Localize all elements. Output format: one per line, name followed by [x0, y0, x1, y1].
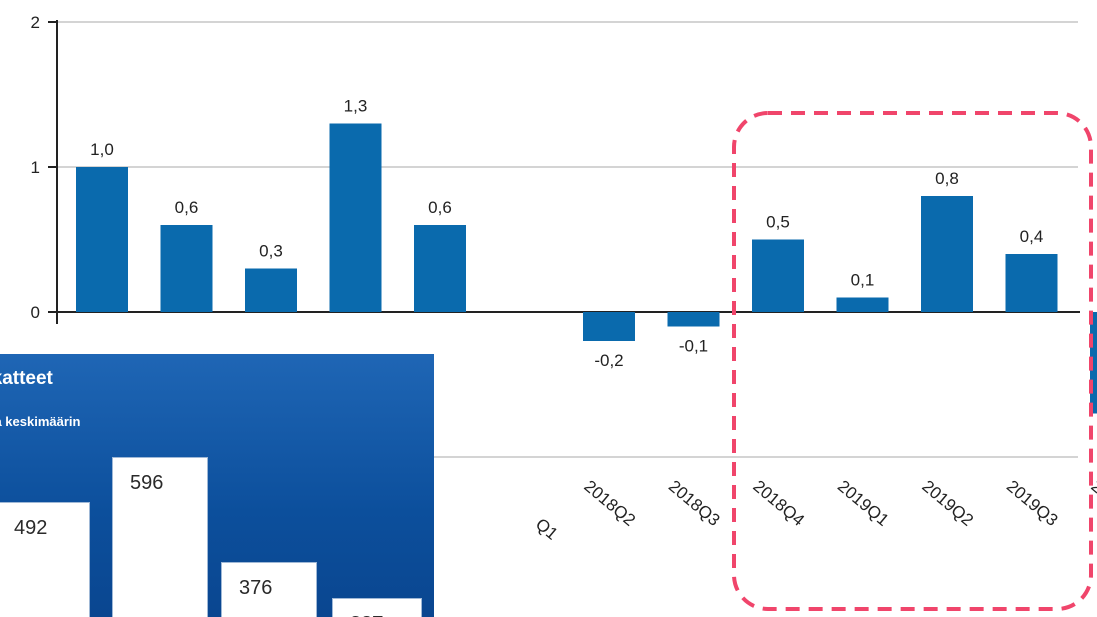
x-tick-label: 2019Q3 [1003, 477, 1062, 530]
inset-subtitle: men kunnissa keskimäärin [0, 414, 81, 429]
x-tick-label: 2019Q2 [918, 477, 977, 530]
inset-chart: vuosikatteet men kunnissa keskimäärin 49… [0, 354, 434, 617]
y-tick-label: 1 [31, 158, 40, 177]
inset-bar-value-label: 492 [14, 517, 48, 539]
bar-value-label: -0,1 [679, 337, 708, 356]
bar-value-label: 0,6 [428, 198, 452, 217]
x-tick-label: 2019Q1 [834, 477, 893, 530]
inset-bar-value-label: 327 [350, 613, 383, 617]
bar-value-label: 1,0 [90, 140, 114, 159]
bar-value-label: 0,5 [766, 213, 790, 232]
axes: 0 1 2 [31, 13, 1080, 324]
inset-bar [221, 562, 317, 617]
data-labels: 1,00,60,31,30,6-0,2-0,10,50,10,80,4-0,7 [90, 97, 1044, 371]
bars [76, 123, 1097, 414]
inset-bar [112, 457, 208, 617]
bar [414, 225, 466, 312]
x-tick-labels: 2018Q2 2018Q3 2018Q4 2019Q1 2019Q2 2019Q3 2019… [532, 477, 1097, 544]
bar [836, 297, 889, 312]
bar [1005, 254, 1058, 312]
bar [667, 312, 720, 327]
x-tick-label: 2018Q2 [580, 477, 639, 530]
inset-bar [0, 502, 90, 617]
bar [329, 123, 382, 312]
bar [160, 225, 213, 312]
bar [921, 196, 973, 312]
bar [583, 312, 635, 341]
highlight-box [732, 111, 1093, 611]
bar-value-label: 1,3 [344, 97, 368, 116]
y-tick-label: 0 [31, 303, 40, 322]
bar [76, 167, 128, 312]
inset-title: vuosikatteet [0, 368, 53, 389]
y-tick-label: 2 [31, 13, 40, 32]
inset-bar-value-label: 596 [130, 472, 164, 494]
x-tick-label-partial: Q1 [532, 515, 562, 544]
bar-value-label: -0,2 [594, 351, 623, 370]
bar-value-label: 0,6 [175, 198, 199, 217]
bar [245, 268, 297, 312]
bar [752, 239, 804, 312]
x-tick-label: 2018Q4 [749, 477, 808, 530]
bar-value-label: 0,4 [1020, 227, 1044, 246]
bar [1090, 312, 1097, 414]
inset-bar [332, 598, 422, 617]
inset-bar-value-label: 376 [239, 577, 273, 599]
x-tick-label: 2018Q3 [665, 477, 724, 530]
bar-value-label: 0,1 [851, 271, 875, 290]
bar-value-label: 0,8 [935, 169, 959, 188]
bar-value-label: 0,3 [259, 242, 283, 261]
